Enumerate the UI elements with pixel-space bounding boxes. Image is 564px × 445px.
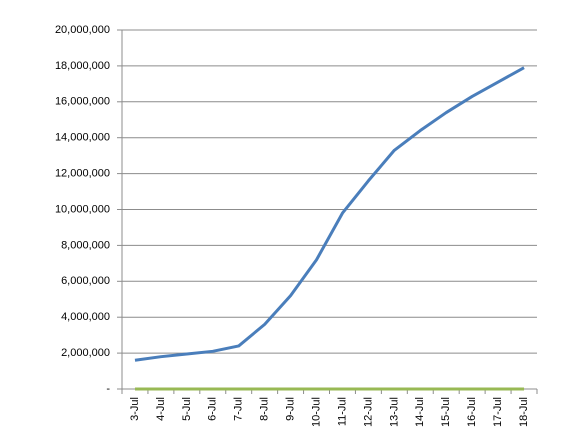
x-tick-label: 16-Jul <box>466 397 478 427</box>
x-tick-label: 14-Jul <box>414 397 426 427</box>
x-tick-label: 6-Jul <box>207 397 219 421</box>
x-tick-label: 4-Jul <box>155 397 167 421</box>
x-tick-label: 5-Jul <box>181 397 193 421</box>
y-tick-label: 20,000,000 <box>55 24 110 36</box>
y-tick-label: 2,000,000 <box>61 347 110 359</box>
series-line <box>134 66 525 362</box>
x-tick-label: 9-Jul <box>285 397 297 421</box>
y-tick-label: 10,000,000 <box>55 203 110 215</box>
y-tick-label: 6,000,000 <box>61 275 110 287</box>
y-tick-label: - <box>106 383 110 395</box>
y-tick-label: 12,000,000 <box>55 168 110 180</box>
y-tick-label: 8,000,000 <box>61 239 110 251</box>
y-tick-label: 4,000,000 <box>61 311 110 323</box>
x-tick-label: 3-Jul <box>129 397 141 421</box>
x-tick-label: 12-Jul <box>362 397 374 427</box>
x-tick-label: 10-Jul <box>310 397 322 427</box>
y-tick-label: 14,000,000 <box>55 132 110 144</box>
x-tick-label: 15-Jul <box>440 397 452 427</box>
x-tick-label: 17-Jul <box>492 397 504 427</box>
x-tick-label: 8-Jul <box>259 397 271 421</box>
x-tick-label: 11-Jul <box>336 397 348 426</box>
x-tick-label: 7-Jul <box>233 397 245 421</box>
x-tick-label: 13-Jul <box>388 397 400 427</box>
y-tick-label: 16,000,000 <box>55 96 110 108</box>
y-tick-label: 18,000,000 <box>55 60 110 72</box>
x-tick-label: 18-Jul <box>518 397 530 427</box>
